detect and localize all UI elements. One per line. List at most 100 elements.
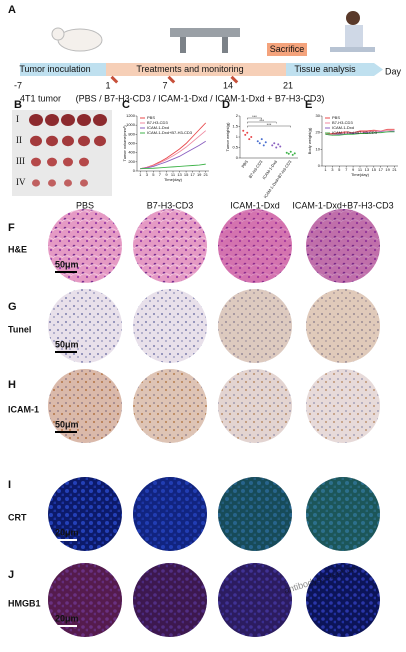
x-tick-label: 11	[358, 167, 363, 172]
stain-label: CRT	[8, 512, 27, 522]
caliper-illustration	[170, 28, 240, 37]
x-tick-label: 11	[171, 172, 176, 177]
y-tick-label: 1200	[126, 113, 136, 118]
series-line	[325, 131, 395, 136]
stain-overlay	[218, 209, 292, 283]
data-point	[287, 152, 290, 155]
y-tick-label: 0.5	[232, 145, 238, 150]
micrograph	[48, 477, 122, 551]
panel-letter: D	[222, 99, 230, 111]
x-tick-label: 13	[365, 167, 370, 172]
stain-overlay	[48, 563, 122, 637]
tumor	[93, 114, 107, 126]
panel-letter: C	[122, 99, 130, 111]
panel-letter: A	[8, 4, 16, 16]
y-tick-label: 10	[316, 146, 321, 151]
panel-letter: I	[8, 479, 11, 491]
data-point	[244, 133, 247, 136]
y-tick-label: 0	[133, 168, 136, 173]
data-point	[256, 140, 259, 143]
tumor	[80, 179, 88, 187]
micrograph	[48, 563, 122, 637]
series-line	[140, 163, 206, 170]
x-axis-label: Time(day)	[351, 172, 370, 177]
legend-label: ICAM-1-Dxd+B7-H3-CD3	[332, 130, 378, 135]
micrograph	[218, 209, 292, 283]
x-tick-label: 21	[204, 172, 209, 177]
y-tick-label: 400	[128, 150, 135, 155]
panel-letter: E	[305, 99, 312, 111]
data-point	[248, 138, 251, 141]
micrograph	[133, 477, 207, 551]
sig-bracket	[247, 117, 262, 120]
x-tick-label: 5	[152, 172, 155, 177]
y-axis-label: Tumor weight(g)	[225, 122, 230, 152]
data-point	[258, 142, 261, 145]
scale-bar	[55, 625, 77, 627]
data-point	[285, 151, 288, 154]
y-tick-label: 600	[128, 141, 135, 146]
legend-label: B7-H3-CD3	[147, 120, 168, 125]
data-point	[273, 142, 276, 145]
x-tick-label: 13	[177, 172, 182, 177]
tumor	[63, 157, 73, 167]
timeline-stage: Treatments and monitoring	[136, 64, 243, 74]
sig-bracket	[247, 125, 291, 128]
sacrifice-box	[267, 43, 307, 56]
micrograph	[218, 289, 292, 363]
stain-label: H&E	[8, 244, 27, 254]
micrograph	[48, 209, 122, 283]
stain-overlay	[48, 369, 122, 443]
legend-label: ICAM-1-Dxd+B7-H3-CD3	[147, 130, 193, 135]
stain-overlay	[133, 477, 207, 551]
group-header: ICAM-1-Dxd	[230, 200, 280, 210]
scale-bar	[55, 271, 77, 273]
panel-letter: F	[8, 222, 15, 234]
mouse-illustration	[57, 28, 103, 52]
scale-bar-label: 50μm	[55, 419, 79, 429]
stain-overlay	[218, 289, 292, 363]
x-tick-label: 7	[345, 167, 348, 172]
tumor	[61, 114, 75, 126]
treatment-groups: (PBS / B7-H3-CD3 / ICAM-1-Dxd / ICAM-1-D…	[76, 93, 325, 103]
y-tick-label: 0	[236, 155, 239, 160]
row-label: I	[16, 114, 19, 124]
data-point	[271, 144, 274, 147]
legend-label: PBS	[147, 115, 155, 120]
micrograph	[48, 369, 122, 443]
scale-bar	[55, 431, 77, 433]
y-axis-label: Tumor volume(mm³)	[122, 125, 127, 162]
y-axis-label: Body weight(g)	[307, 127, 312, 154]
data-point	[260, 138, 263, 141]
y-tick-label: 1.5	[232, 124, 238, 129]
timeline-day: 1	[105, 80, 110, 90]
data-point	[291, 153, 294, 156]
tumor	[45, 114, 59, 126]
y-tick-label: 1	[236, 134, 239, 139]
panel-letter: J	[8, 569, 14, 581]
panel-letter: H	[8, 379, 16, 391]
data-point	[277, 143, 280, 146]
y-tick-label: 2	[236, 113, 239, 118]
series-line	[325, 129, 395, 135]
scientist-body	[345, 25, 363, 47]
x-tick-label: 1	[139, 172, 142, 177]
data-point	[262, 144, 265, 147]
tumor	[46, 135, 58, 147]
group-header: ICAM-1-Dxd+B7-H3-CD3	[292, 200, 393, 210]
significance: ***	[267, 122, 272, 127]
timeline-day: -7	[14, 80, 22, 90]
x-tick-label: 9	[352, 167, 355, 172]
tumor	[29, 114, 43, 126]
x-tick-label: 7	[159, 172, 162, 177]
micrograph	[133, 289, 207, 363]
micrograph	[218, 563, 292, 637]
x-tick-label: 5	[338, 167, 341, 172]
micrograph	[306, 477, 380, 551]
y-tick-label: 30	[316, 113, 321, 118]
tumor	[48, 179, 56, 187]
row-label: IV	[16, 177, 26, 187]
tumor	[31, 157, 41, 167]
stain-label: HMGB1	[8, 598, 41, 608]
